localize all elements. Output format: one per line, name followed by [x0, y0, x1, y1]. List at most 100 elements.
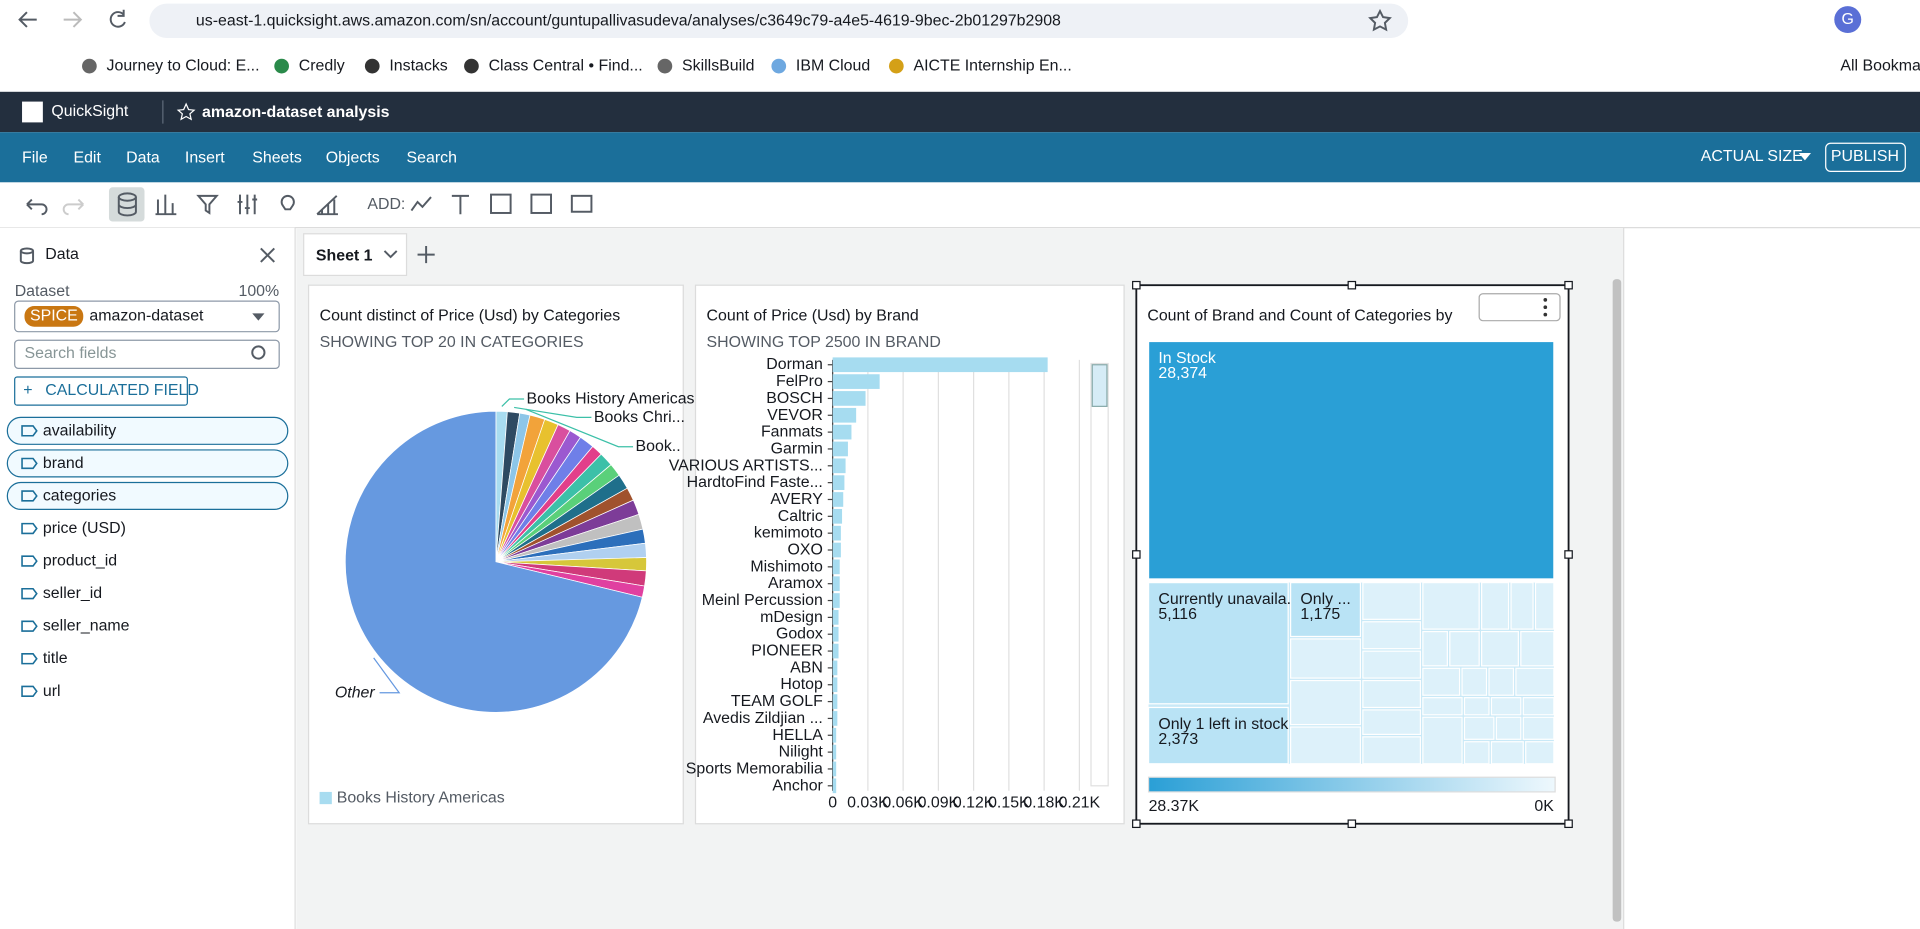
resize-handle[interactable]: [1132, 280, 1141, 290]
all-bookmarks[interactable]: All Bookmarks: [1840, 58, 1920, 75]
tab-menu[interactable]: [383, 250, 398, 259]
menu-item[interactable]: File: [22, 149, 48, 166]
data-tool-selected[interactable]: [108, 187, 145, 222]
bar[interactable]: [832, 424, 852, 440]
profile-avatar[interactable]: [1834, 6, 1862, 34]
add-text[interactable]: [451, 194, 469, 215]
bar[interactable]: [832, 542, 841, 558]
bookmark[interactable]: Class Central • Find...: [489, 58, 643, 75]
scroll-thumb[interactable]: [1091, 364, 1108, 407]
bar[interactable]: [832, 677, 838, 693]
bar[interactable]: [832, 727, 837, 743]
bar[interactable]: [832, 744, 837, 760]
bar[interactable]: [832, 492, 844, 507]
close-panel[interactable]: [260, 247, 275, 263]
add-image[interactable]: [490, 193, 512, 214]
insights-icon[interactable]: [280, 194, 295, 213]
resize-handle[interactable]: [1564, 550, 1573, 559]
bookmark[interactable]: Credly: [299, 58, 345, 75]
favorite-icon[interactable]: [176, 102, 196, 121]
analysis-name[interactable]: amazon-dataset analysis: [202, 104, 390, 121]
field[interactable]: title: [43, 650, 68, 667]
treemap-cell[interactable]: [1290, 582, 1362, 638]
resize-handle[interactable]: [1564, 280, 1573, 290]
filter-icon[interactable]: [196, 194, 219, 215]
field[interactable]: price (USD): [43, 520, 126, 537]
bar[interactable]: [832, 407, 857, 423]
bar[interactable]: [832, 626, 839, 642]
reload-button[interactable]: [109, 9, 126, 28]
field[interactable]: categories: [43, 487, 116, 504]
bar[interactable]: [832, 610, 839, 625]
scrollbar[interactable]: [1612, 279, 1622, 922]
add-insight[interactable]: [530, 193, 553, 214]
field-selected[interactable]: [6, 481, 289, 511]
publish-button[interactable]: [1825, 142, 1906, 172]
bar[interactable]: [832, 593, 840, 608]
bar[interactable]: [832, 374, 880, 389]
bookmark[interactable]: AICTE Internship En...: [913, 58, 1071, 75]
dropdown-arrow[interactable]: [1798, 152, 1812, 161]
treemap-cell[interactable]: [1147, 706, 1289, 765]
field[interactable]: seller_id: [43, 585, 102, 602]
pie-slice[interactable]: [344, 410, 643, 713]
actual-size[interactable]: ACTUAL SIZE: [1701, 148, 1803, 165]
menu-item[interactable]: Objects: [326, 149, 380, 166]
bar[interactable]: [832, 475, 845, 490]
field[interactable]: availability: [43, 422, 116, 439]
menu-item[interactable]: Data: [126, 149, 160, 166]
forecast-icon[interactable]: [316, 195, 338, 216]
menu-item[interactable]: Search: [407, 149, 457, 166]
field-selected[interactable]: [6, 416, 289, 445]
bar[interactable]: [832, 576, 840, 592]
field[interactable]: brand: [43, 455, 84, 472]
address-field[interactable]: [149, 3, 1409, 38]
bookmark[interactable]: IBM Cloud: [796, 58, 870, 75]
search-fields[interactable]: [14, 339, 280, 370]
bookmark[interactable]: Instacks: [389, 58, 447, 75]
bar[interactable]: [832, 357, 1048, 373]
resize-handle[interactable]: [1564, 819, 1573, 829]
treemap-cell[interactable]: [1147, 582, 1289, 705]
add-visual[interactable]: [410, 196, 432, 212]
field[interactable]: seller_name: [43, 618, 130, 635]
calculated-field-button[interactable]: [14, 376, 188, 406]
visual-toolbar[interactable]: [1478, 293, 1561, 322]
bar[interactable]: [832, 643, 839, 659]
resize-handle[interactable]: [1347, 280, 1357, 290]
bookmark[interactable]: SkillsBuild: [682, 58, 755, 75]
menu-item[interactable]: Edit: [73, 149, 101, 166]
resize-handle[interactable]: [1132, 550, 1141, 559]
bar[interactable]: [832, 711, 838, 726]
visualize-icon[interactable]: [155, 194, 177, 216]
bar[interactable]: [832, 458, 846, 474]
menu-item[interactable]: Insert: [185, 149, 225, 166]
bar[interactable]: [832, 660, 838, 676]
legend-label[interactable]: Books History Americas: [337, 790, 505, 807]
field[interactable]: url: [43, 683, 61, 700]
back-button[interactable]: [18, 11, 37, 28]
field-selected[interactable]: [6, 449, 289, 478]
add-embed[interactable]: [570, 194, 593, 213]
menu-item[interactable]: Sheets: [252, 149, 302, 166]
bar[interactable]: [832, 441, 848, 457]
forward-button[interactable]: [63, 11, 83, 28]
resize-handle[interactable]: [1347, 819, 1357, 829]
treemap-cell[interactable]: [1147, 340, 1555, 580]
dataset-select[interactable]: [14, 300, 280, 333]
visual-card[interactable]: [694, 284, 1125, 825]
bar[interactable]: [832, 391, 866, 406]
bar[interactable]: [832, 559, 840, 575]
star-icon[interactable]: [1368, 8, 1392, 32]
bookmark[interactable]: Journey to Cloud: E...: [107, 58, 260, 75]
bar[interactable]: [832, 778, 837, 794]
params-icon[interactable]: [237, 194, 258, 215]
bar[interactable]: [832, 694, 838, 709]
redo[interactable]: [62, 198, 84, 216]
bar[interactable]: [832, 525, 841, 541]
resize-handle[interactable]: [1132, 819, 1141, 829]
bar[interactable]: [832, 508, 843, 524]
add-sheet[interactable]: [417, 246, 435, 264]
field[interactable]: product_id: [43, 553, 117, 570]
bar[interactable]: [832, 761, 837, 777]
